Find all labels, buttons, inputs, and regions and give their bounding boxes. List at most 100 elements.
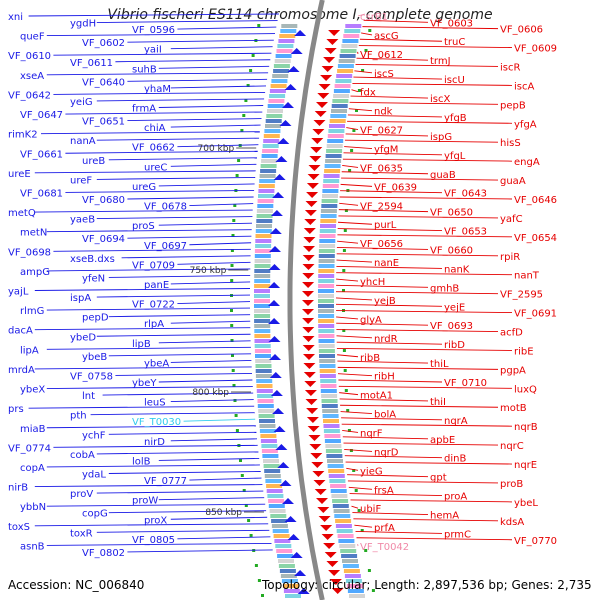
gene-arrow-right	[303, 354, 315, 360]
gene-label-right: nqrE	[514, 460, 537, 471]
feature-block-left	[258, 189, 275, 193]
gene-label-left: frmA	[132, 104, 156, 115]
connector-line	[338, 385, 513, 389]
gene-label-left: VF_0697	[144, 241, 187, 252]
feature-block-left	[261, 444, 278, 448]
gene-label-right: VF_0639	[374, 182, 417, 193]
feature-block-left	[279, 34, 296, 38]
gene-arrow-right	[302, 336, 315, 342]
gene-label-right: VF_2595	[500, 290, 543, 301]
feature-tick-left	[261, 594, 264, 597]
gene-arrow-right	[305, 201, 318, 207]
feature-block-right	[318, 289, 334, 293]
feature-block-right	[327, 459, 343, 463]
connector-line	[170, 46, 273, 50]
feature-tick-left	[247, 519, 251, 522]
connector-line	[34, 366, 252, 370]
feature-block-left	[273, 64, 290, 68]
connector-line	[158, 379, 253, 383]
feature-block-left	[258, 194, 274, 198]
gene-label-right: yfgA	[514, 119, 537, 130]
connector-line	[34, 327, 251, 331]
gene-label-right: VF_2594	[360, 201, 403, 212]
gene-label-left: ureE	[8, 169, 31, 180]
connector-line	[177, 144, 259, 148]
feature-block-left	[254, 349, 271, 353]
feature-tick-right	[342, 269, 346, 272]
feature-block-left	[274, 59, 291, 63]
gene-label-left: xseA	[20, 71, 44, 82]
gene-label-left: dacA	[8, 326, 33, 337]
connector-line	[102, 392, 254, 396]
feature-block-right	[320, 209, 337, 213]
connector-line	[344, 139, 499, 143]
connector-line	[177, 536, 271, 540]
connector-line	[96, 216, 253, 220]
gene-label-left: asnB	[20, 541, 45, 552]
feature-block-right	[319, 369, 336, 373]
feature-block-right	[332, 99, 349, 103]
feature-block-left	[254, 264, 271, 268]
feature-block-left	[255, 244, 272, 248]
connector-line	[96, 451, 259, 455]
gene-label-left: VF_0709	[132, 260, 175, 271]
gene-label-right: nqrF	[360, 428, 383, 439]
gene-label-right: prfA	[374, 523, 395, 534]
connector-line	[337, 228, 443, 232]
gene-label-left: rlpA	[144, 319, 164, 330]
feature-block-left	[259, 424, 276, 428]
feature-block-left	[256, 224, 272, 228]
gene-arrow-right	[309, 444, 322, 450]
gene-label-left: VF_0802	[82, 548, 125, 559]
gene-label-left: VF_0777	[144, 476, 187, 487]
feature-block-right	[341, 44, 358, 48]
gene-label-right: ribE	[514, 346, 534, 357]
gene-label-right: csrB1	[360, 12, 388, 23]
connector-line	[53, 444, 258, 448]
feature-block-right	[324, 164, 341, 168]
connector-line	[121, 255, 251, 259]
connector-line	[108, 157, 258, 161]
gene-label-left: VF_0681	[20, 188, 63, 199]
feature-block-right	[318, 339, 335, 343]
gene-label-right: VF_0612	[360, 50, 403, 61]
connector-line	[336, 310, 513, 314]
kbp-markers: 700 kbp 750 kbp 800 kbp 850 kbp	[190, 144, 264, 518]
gene-label-right: ascG	[374, 31, 399, 42]
accession-text: Accession: NC_006840	[8, 578, 145, 592]
gene-arrow-left	[290, 48, 303, 54]
gene-label-right: guaA	[500, 176, 526, 187]
connector-line	[361, 32, 373, 36]
feature-block-left	[270, 84, 287, 88]
gene-arrow-right	[317, 93, 330, 99]
feature-tick-left	[257, 24, 261, 27]
feature-tick-right	[344, 209, 348, 212]
gene-label-right: hisS	[500, 138, 521, 149]
gene-arrow-right	[321, 534, 334, 540]
feature-track	[230, 0, 375, 600]
gene-label-left: proS	[132, 221, 155, 232]
feature-block-right	[318, 284, 335, 288]
connector-line	[357, 13, 366, 17]
gene-label-right: ribD	[444, 340, 465, 351]
gene-arrow-left	[279, 120, 292, 126]
gene-label-left: xseB.dxs	[70, 254, 115, 265]
feature-tick-right	[342, 349, 346, 352]
gene-label-right: thiL	[430, 359, 449, 370]
connector-line	[170, 438, 258, 442]
connector-line	[348, 108, 373, 112]
gene-label-left: cobA	[70, 450, 95, 461]
gene-label-right: yieG	[360, 466, 383, 477]
connector-line	[96, 333, 251, 337]
feature-tick-left	[230, 309, 233, 312]
feature-block-right	[318, 349, 335, 353]
connector-line	[34, 170, 256, 174]
feature-block-left	[258, 184, 275, 188]
feature-block-right	[326, 149, 343, 153]
gene-label-left: copG	[82, 509, 108, 520]
feature-block-right	[320, 384, 337, 388]
feature-tick-left	[230, 249, 234, 252]
connector-line	[340, 183, 373, 187]
feature-block-left	[264, 469, 281, 473]
gene-label-right: VF_0691	[514, 309, 557, 320]
